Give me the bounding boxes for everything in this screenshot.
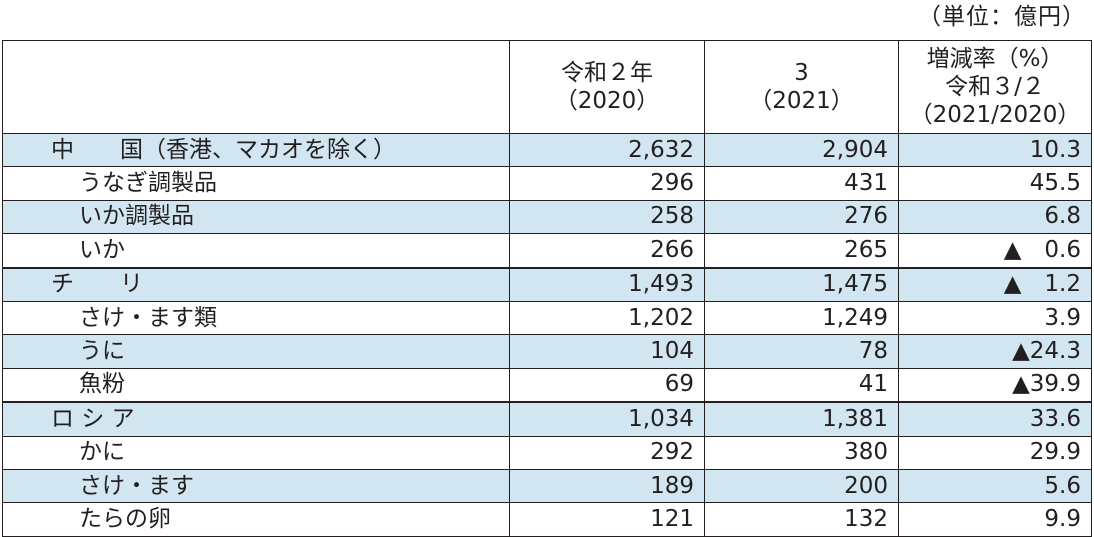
table-row: 魚粉 69 41 ▲39.9	[2, 367, 1092, 403]
table-row: ロ シ ア 1,034 1,381 33.6	[2, 401, 1092, 437]
value-2021: 276	[704, 199, 899, 235]
header-empty-cell	[2, 40, 510, 134]
change-rate: 6.8	[898, 199, 1092, 235]
row-name: いか	[2, 233, 510, 269]
value-2020: 121	[509, 502, 705, 537]
change-rate: 9.9	[898, 502, 1092, 537]
change-rate: 45.5	[898, 166, 1092, 201]
table-row: たらの卵 121 132 9.9	[2, 502, 1092, 537]
row-name: うに	[2, 334, 510, 369]
value-2021: 1,249	[704, 300, 899, 336]
row-name: さけ・ます類	[2, 300, 510, 336]
change-rate: ▲24.3	[898, 334, 1092, 369]
row-name: チ リ	[2, 266, 510, 302]
header-2021-era: 3	[794, 60, 809, 86]
value-2021: 431	[704, 166, 899, 201]
row-name: たらの卵	[2, 502, 510, 537]
change-rate: ▲39.9	[898, 367, 1092, 403]
change-rate: 33.6	[898, 401, 1092, 437]
change-rate: 29.9	[898, 435, 1092, 470]
table-row: いか 266 265 ▲ 0.6	[2, 233, 1092, 269]
row-name: うなぎ調製品	[2, 166, 510, 201]
value-2020: 258	[509, 199, 705, 235]
change-rate: ▲ 0.6	[898, 233, 1092, 269]
row-name: いか調製品	[2, 199, 510, 235]
row-name: かに	[2, 435, 510, 470]
change-rate: 10.3	[898, 132, 1092, 168]
value-2020: 104	[509, 334, 705, 369]
value-2020: 1,493	[509, 266, 705, 302]
header-rate: 増減率（%） 令和３/２ （2021/2020）	[898, 40, 1092, 134]
change-rate: ▲ 1.2	[898, 266, 1092, 302]
value-2021: 265	[704, 233, 899, 269]
table-row: いか調製品 258 276 6.8	[2, 199, 1092, 235]
value-2021: 2,904	[704, 132, 899, 168]
value-2020: 1,202	[509, 300, 705, 336]
value-2021: 132	[704, 502, 899, 537]
header-2021-year: （2021）	[749, 88, 854, 114]
value-2020: 266	[509, 233, 705, 269]
header-rate-era: 令和３/２	[945, 74, 1045, 100]
table-row: さけ・ます 189 200 5.6	[2, 468, 1092, 504]
header-rate-title: 増減率（%）	[926, 46, 1064, 72]
header-rate-years: （2021/2020）	[909, 102, 1081, 128]
value-2021: 78	[704, 334, 899, 369]
change-rate: 5.6	[898, 468, 1092, 504]
table-row: かに 292 380 29.9	[2, 435, 1092, 470]
header-row: 令和２年 （2020） 3 （2021） 増減率（%） 令和３/２ （2021/…	[2, 40, 1092, 134]
value-2020: 292	[509, 435, 705, 470]
value-2020: 69	[509, 367, 705, 403]
value-2020: 2,632	[509, 132, 705, 168]
header-2021: 3 （2021）	[704, 40, 899, 134]
value-2021: 1,475	[704, 266, 899, 302]
value-2021: 200	[704, 468, 899, 504]
value-2021: 1,381	[704, 401, 899, 437]
row-name: 魚粉	[2, 367, 510, 403]
table-row: さけ・ます類 1,202 1,249 3.9	[2, 300, 1092, 336]
row-name: ロ シ ア	[2, 401, 510, 437]
value-2020: 189	[509, 468, 705, 504]
header-2020-era: 令和２年	[561, 60, 653, 86]
table-row: うに 104 78 ▲24.3	[2, 334, 1092, 369]
unit-label: （単位：億円）	[918, 4, 1086, 30]
header-2020: 令和２年 （2020）	[509, 40, 705, 134]
export-table: 令和２年 （2020） 3 （2021） 増減率（%） 令和３/２ （2021/…	[2, 40, 1092, 537]
row-name: 中 国（香港、マカオを除く）	[2, 132, 510, 168]
change-rate: 3.9	[898, 300, 1092, 336]
row-name: さけ・ます	[2, 468, 510, 504]
value-2020: 1,034	[509, 401, 705, 437]
table-row: 中 国（香港、マカオを除く） 2,632 2,904 10.3	[2, 132, 1092, 168]
value-2020: 296	[509, 166, 705, 201]
header-2020-year: （2020）	[554, 88, 660, 114]
value-2021: 380	[704, 435, 899, 470]
table-row: うなぎ調製品 296 431 45.5	[2, 166, 1092, 201]
table-row: チ リ 1,493 1,475 ▲ 1.2	[2, 266, 1092, 302]
table-body: 中 国（香港、マカオを除く） 2,632 2,904 10.3 うなぎ調製品 296 431…	[2, 132, 1092, 537]
value-2021: 41	[704, 367, 899, 403]
